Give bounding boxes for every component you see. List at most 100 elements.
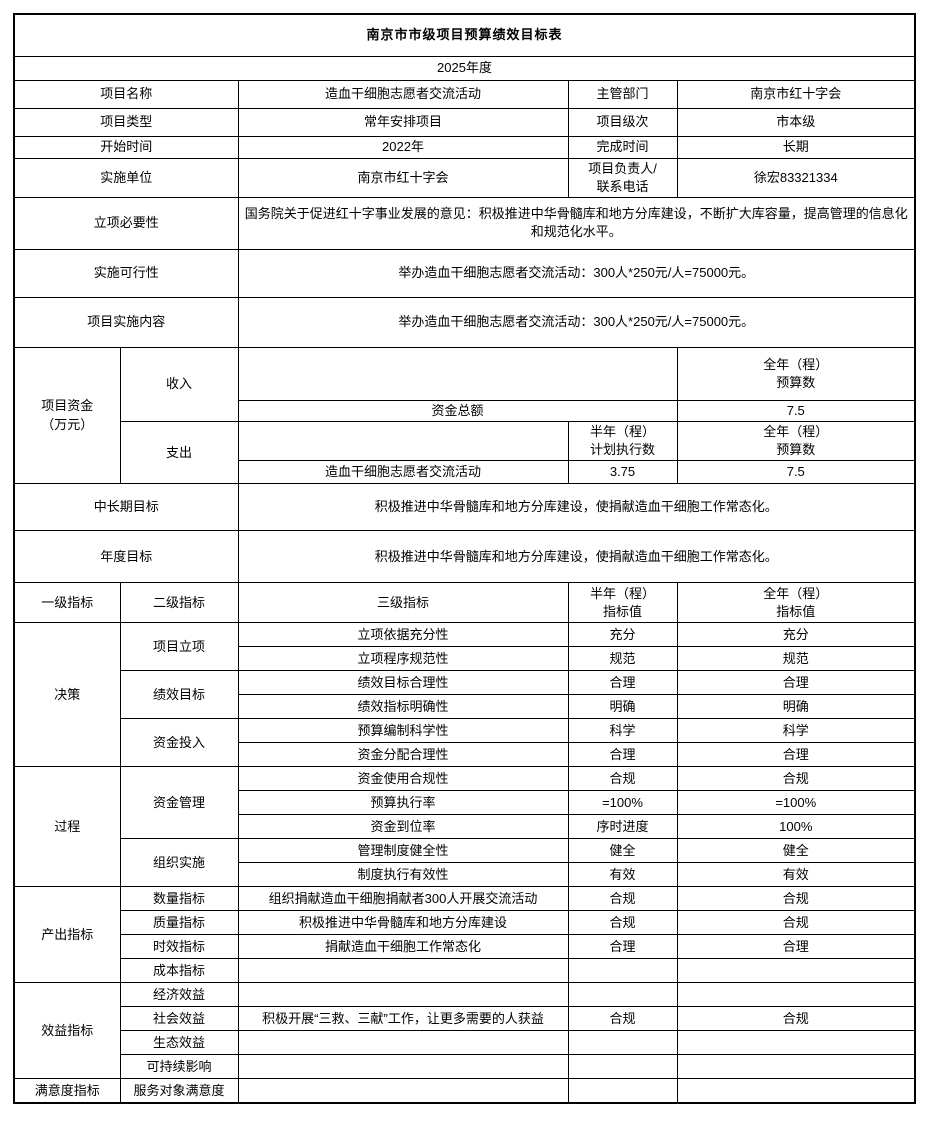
level3-indicator: 资金到位率: [237, 814, 569, 840]
funding-expense-header-row: 支出 半年（程） 计划执行数 全年（程） 预算数: [14, 421, 916, 485]
indicator-row: 效益指标 经济效益: [13, 982, 916, 1080]
full-year-value: [676, 1054, 916, 1080]
level1-benefit: 效益指标: [13, 982, 121, 1080]
half-year-value: 合规: [567, 886, 678, 912]
level3-indicator: [237, 1054, 569, 1080]
necessity-text: 国务院关于促进红十字事业发展的意见：积极推进中华骨髓库和地方分库建设，不断扩大库…: [237, 196, 916, 250]
level2-organization: 组织实施: [119, 838, 239, 888]
indicator-header-level1: 一级指标: [13, 582, 121, 624]
indicator-row: 社会效益 积极开展“三救、三献”工作，让更多需要的人获益 合规 合规: [14, 1006, 916, 1032]
income-annual-budget-header: 全年（程） 预算数: [676, 346, 916, 401]
full-year-value: 合理: [676, 934, 916, 960]
project-level-value: 市本级: [676, 107, 916, 137]
info-row-time: 开始时间 2022年 完成时间 长期: [13, 135, 916, 159]
half-year-value: 合规: [567, 910, 678, 936]
implementation-content-row: 项目实施内容 举办造血干细胞志愿者交流活动：300人*250元/人=75000元…: [13, 296, 916, 348]
necessity-label: 立项必要性: [13, 196, 239, 250]
indicator-row: 质量指标 积极推进中华骨髓库和地方分库建设 合规 合规: [14, 910, 916, 936]
level2-quantity: 数量指标: [119, 886, 239, 912]
half-year-value: 有效: [567, 862, 678, 888]
department-label: 主管部门: [567, 79, 678, 109]
full-year-value: [676, 982, 916, 1008]
project-level-label: 项目级次: [567, 107, 678, 137]
level2-fund-input: 资金投入: [119, 718, 239, 768]
level3-indicator: [237, 1078, 569, 1104]
empty-cell: [237, 421, 569, 462]
indicator-row: 时效指标 捐献造血干细胞工作常态化 合理 合理: [14, 934, 916, 960]
level2-ecological: 生态效益: [119, 1030, 239, 1056]
level3-indicator: 管理制度健全性: [237, 838, 569, 864]
full-year-value: 合规: [676, 1006, 916, 1032]
start-time-label: 开始时间: [13, 135, 239, 159]
title-row: 南京市市级项目预算绩效目标表: [13, 13, 916, 57]
indicator-row: 立项程序规范性 规范 规范: [14, 646, 916, 672]
half-year-value: [567, 958, 678, 984]
half-year-value: [567, 982, 678, 1008]
half-year-value: 合理: [567, 934, 678, 960]
full-year-value: 合理: [676, 742, 916, 768]
implementation-content-text: 举办造血干细胞志愿者交流活动：300人*250元/人=75000元。: [237, 296, 916, 348]
level2-project-setup: 项目立项: [119, 622, 239, 672]
expense-half-year-header: 半年（程） 计划执行数: [567, 421, 678, 462]
indicator-row: 制度执行有效性 有效 有效: [14, 862, 916, 888]
impl-unit-label: 实施单位: [13, 157, 239, 198]
feasibility-label: 实施可行性: [13, 248, 239, 298]
level3-indicator: 资金使用合规性: [237, 766, 569, 792]
annual-goal-text: 积极推进中华骨髓库和地方分库建设，使捐献造血干细胞工作常态化。: [237, 530, 916, 584]
level2-fund-management: 资金管理: [119, 766, 239, 840]
indicator-header-level2: 二级指标: [119, 582, 239, 624]
level1-decision: 决策: [13, 622, 121, 768]
expense-item-half-value: 3.75: [567, 460, 678, 485]
level1-satisfaction: 满意度指标: [13, 1078, 121, 1104]
indicator-row: 生态效益: [14, 1030, 916, 1056]
level3-indicator: [237, 1030, 569, 1056]
indicator-row: 成本指标: [14, 958, 916, 984]
funding-income-header-row: 项目资金 （万元） 收入 全年（程） 预算数: [13, 346, 916, 485]
funding-total-label: 资金总额: [237, 399, 678, 423]
expense-item-annual-value: 7.5: [676, 460, 916, 485]
half-year-value: 规范: [567, 646, 678, 672]
half-year-value: 合规: [567, 766, 678, 792]
level2-service-satisfaction: 服务对象满意度: [119, 1078, 239, 1104]
income-label: 收入: [119, 346, 239, 423]
indicator-header-row: 一级指标 二级指标 三级指标 半年（程） 指标值 全年（程） 指标值: [13, 582, 916, 624]
full-year-value: 合规: [676, 910, 916, 936]
full-year-value: 合规: [676, 766, 916, 792]
year-row: 2025年度: [13, 55, 916, 81]
expense-item-name: 造血干细胞志愿者交流活动: [237, 460, 569, 485]
level2-social: 社会效益: [119, 1006, 239, 1032]
indicator-row: 预算执行率 =100% =100%: [14, 790, 916, 816]
level2-sustainability: 可持续影响: [119, 1054, 239, 1080]
level2-economic: 经济效益: [119, 982, 239, 1008]
indicator-row: 资金投入 预算编制科学性 科学 科学: [14, 718, 916, 768]
level3-indicator: 积极开展“三救、三献”工作，让更多需要的人获益: [237, 1006, 569, 1032]
project-name-value: 造血干细胞志愿者交流活动: [237, 79, 569, 109]
end-time-label: 完成时间: [567, 135, 678, 159]
full-year-value: 合理: [676, 670, 916, 696]
expense-annual-budget-header: 全年（程） 预算数: [676, 421, 916, 462]
project-type-value: 常年安排项目: [237, 107, 569, 137]
level3-indicator: 立项依据充分性: [237, 622, 569, 648]
level2-quality: 质量指标: [119, 910, 239, 936]
half-year-value: =100%: [567, 790, 678, 816]
expense-label: 支出: [119, 421, 239, 485]
department-value: 南京市红十字会: [676, 79, 916, 109]
half-year-value: 健全: [567, 838, 678, 864]
indicator-row: 绩效指标明确性 明确 明确: [14, 694, 916, 720]
annual-goal-row: 年度目标 积极推进中华骨髓库和地方分库建设，使捐献造血干细胞工作常态化。: [13, 530, 916, 584]
indicator-row: 满意度指标 服务对象满意度: [13, 1078, 916, 1104]
level3-indicator: 立项程序规范性: [237, 646, 569, 672]
longterm-goal-row: 中长期目标 积极推进中华骨髓库和地方分库建设，使捐献造血干细胞工作常态化。: [13, 483, 916, 532]
half-year-value: 明确: [567, 694, 678, 720]
fiscal-year: 2025年度: [13, 55, 916, 81]
info-row-project-type: 项目类型 常年安排项目 项目级次 市本级: [13, 107, 916, 137]
level1-process: 过程: [13, 766, 121, 888]
full-year-value: 充分: [676, 622, 916, 648]
indicator-header-level3: 三级指标: [237, 582, 569, 624]
half-year-value: 合理: [567, 670, 678, 696]
implementation-content-label: 项目实施内容: [13, 296, 239, 348]
level1-output: 产出指标: [13, 886, 121, 984]
table-title: 南京市市级项目预算绩效目标表: [13, 13, 916, 57]
full-year-value: 合规: [676, 886, 916, 912]
end-time-value: 长期: [676, 135, 916, 159]
